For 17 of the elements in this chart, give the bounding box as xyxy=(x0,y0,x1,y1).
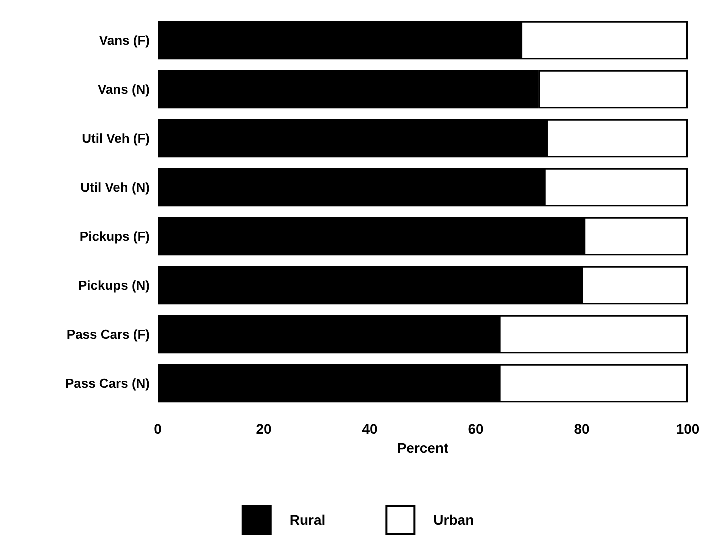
x-tick-label: 0 xyxy=(154,421,162,437)
x-tick-label: 20 xyxy=(256,421,272,437)
x-tick-label: 40 xyxy=(362,421,378,437)
y-tick-label: Pass Cars (N) xyxy=(65,376,150,391)
y-tick-label: Util Veh (N) xyxy=(80,180,150,195)
x-tick-label: 100 xyxy=(676,421,700,437)
y-tick-label: Pickups (F) xyxy=(80,229,150,244)
y-tick-label: Vans (F) xyxy=(99,33,150,48)
y-tick-label: Vans (N) xyxy=(98,82,150,97)
legend-label: Rural xyxy=(290,512,326,528)
y-tick-label: Pickups (N) xyxy=(78,278,150,293)
legend-label: Urban xyxy=(434,512,474,528)
x-tick-label: 60 xyxy=(468,421,484,437)
x-tick-label: 80 xyxy=(574,421,590,437)
x-axis-title: Percent xyxy=(397,440,450,456)
y-tick-label: Pass Cars (F) xyxy=(66,327,150,342)
y-tick-label: Util Veh (F) xyxy=(82,131,150,146)
